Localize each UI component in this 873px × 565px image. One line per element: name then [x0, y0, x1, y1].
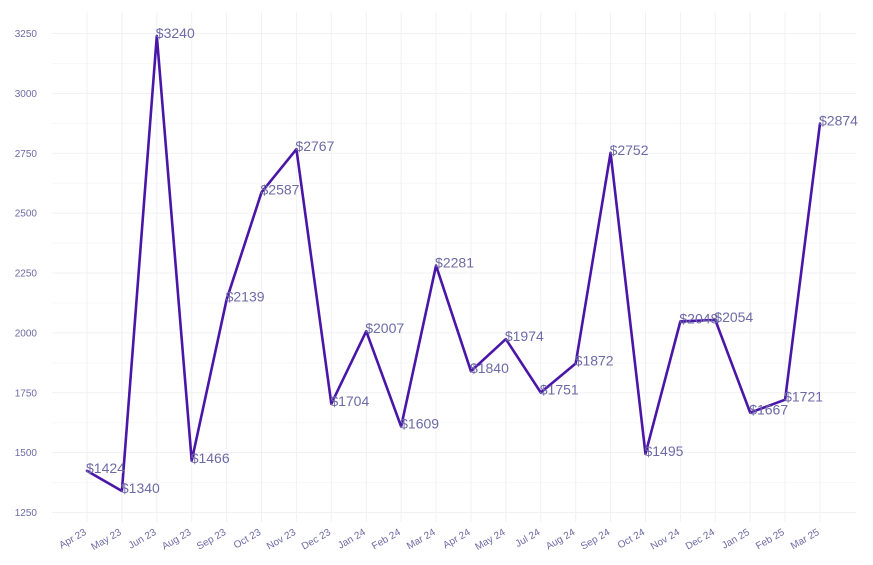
x-tick-label: Nov 24	[649, 527, 682, 553]
series-line	[85, 34, 822, 493]
data-label: $1721	[784, 389, 823, 405]
x-tick-label: Mar 25	[789, 527, 822, 552]
data-label: $1424	[86, 460, 125, 476]
data-label: $1704	[330, 393, 369, 409]
data-label: $2874	[819, 113, 858, 129]
x-tick-label: Aug 23	[160, 527, 193, 553]
data-label: $1751	[540, 382, 579, 398]
data-label: $1609	[400, 416, 439, 432]
x-tick-label: Apr 24	[441, 527, 472, 551]
data-label: $2007	[365, 320, 404, 336]
y-tick-label: 1250	[15, 508, 38, 519]
y-tick-label: 2750	[15, 149, 38, 160]
data-label: $2281	[435, 255, 474, 271]
y-tick-label: 2500	[15, 209, 38, 220]
y-tick-label: 3000	[15, 89, 38, 100]
data-label: $3240	[156, 25, 195, 41]
y-tick-label: 2000	[15, 328, 38, 339]
x-tick-label: May 23	[90, 527, 124, 553]
x-tick-label: Feb 24	[370, 527, 403, 552]
data-label: $1495	[644, 443, 683, 459]
y-tick-label: 3250	[15, 29, 38, 40]
x-tick-label: Jun 23	[127, 527, 159, 552]
x-tick-label: Sep 23	[195, 527, 228, 553]
y-tick-label: 1750	[15, 388, 38, 399]
x-tick-label: Feb 25	[754, 527, 787, 552]
series-line-group	[85, 34, 822, 493]
data-label: $1466	[191, 450, 230, 466]
x-axis-ticks: Apr 23 May 23 Jun 23 Aug 23 Sep 23 Oct 23 Nov …	[57, 527, 821, 553]
x-tick-label: Dec 24	[684, 527, 717, 553]
x-tick-label: Jan 24	[336, 527, 368, 552]
y-tick-label: 1500	[15, 448, 38, 459]
y-tick-label: 2250	[15, 269, 38, 280]
data-label: $2767	[295, 138, 334, 154]
data-label: $1974	[505, 328, 544, 344]
data-label: $2054	[714, 309, 753, 325]
data-label: $1667	[749, 402, 788, 418]
data-label: $2048	[679, 310, 718, 326]
x-tick-label: Aug 24	[544, 527, 577, 553]
data-label: $1872	[575, 353, 614, 369]
x-tick-label: Mar 24	[405, 527, 438, 552]
x-tick-label: Jul 24	[514, 527, 543, 550]
x-tick-label: Nov 23	[265, 527, 298, 553]
data-label: $1340	[121, 480, 160, 496]
data-label: $1840	[470, 360, 509, 376]
data-label: $2139	[226, 289, 265, 305]
x-tick-label: Oct 23	[232, 527, 263, 551]
data-labels: $1424 $1340 $3240 $1466 $2139 $2587 $2767 $1704…	[86, 25, 858, 496]
y-axis-ticks: 1250 1500 1750 2000 2250 2500 2750 3000 3250	[15, 29, 38, 519]
x-tick-label: Sep 24	[579, 527, 612, 553]
data-label: $2752	[610, 142, 649, 158]
x-tick-label: Jan 25	[720, 527, 752, 552]
data-label: $2587	[261, 181, 300, 197]
grid	[52, 12, 856, 522]
x-tick-label: Dec 23	[300, 527, 333, 553]
x-tick-label: Oct 24	[616, 527, 647, 551]
x-tick-label: May 24	[473, 527, 507, 553]
x-tick-label: Apr 23	[57, 527, 88, 551]
